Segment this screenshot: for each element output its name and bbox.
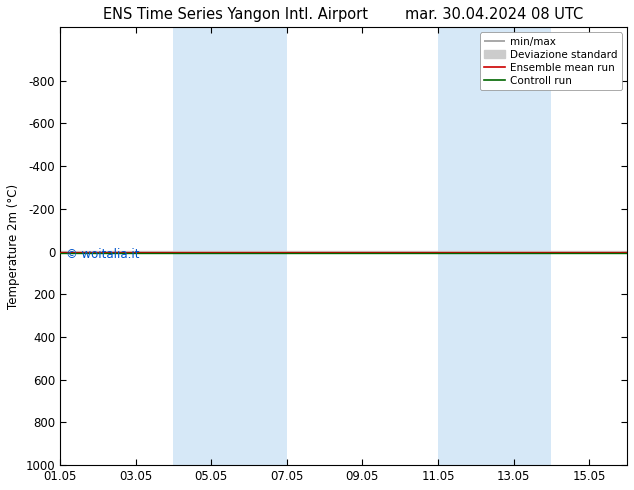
Text: © woitalia.it: © woitalia.it [66, 248, 139, 262]
Title: ENS Time Series Yangon Intl. Airport        mar. 30.04.2024 08 UTC: ENS Time Series Yangon Intl. Airport mar… [103, 7, 584, 22]
Bar [438, 27, 552, 465]
Bar [174, 27, 287, 465]
Legend: min/max, Deviazione standard, Ensemble mean run, Controll run: min/max, Deviazione standard, Ensemble m… [480, 32, 622, 90]
Y-axis label: Temperature 2m (°C): Temperature 2m (°C) [7, 184, 20, 309]
